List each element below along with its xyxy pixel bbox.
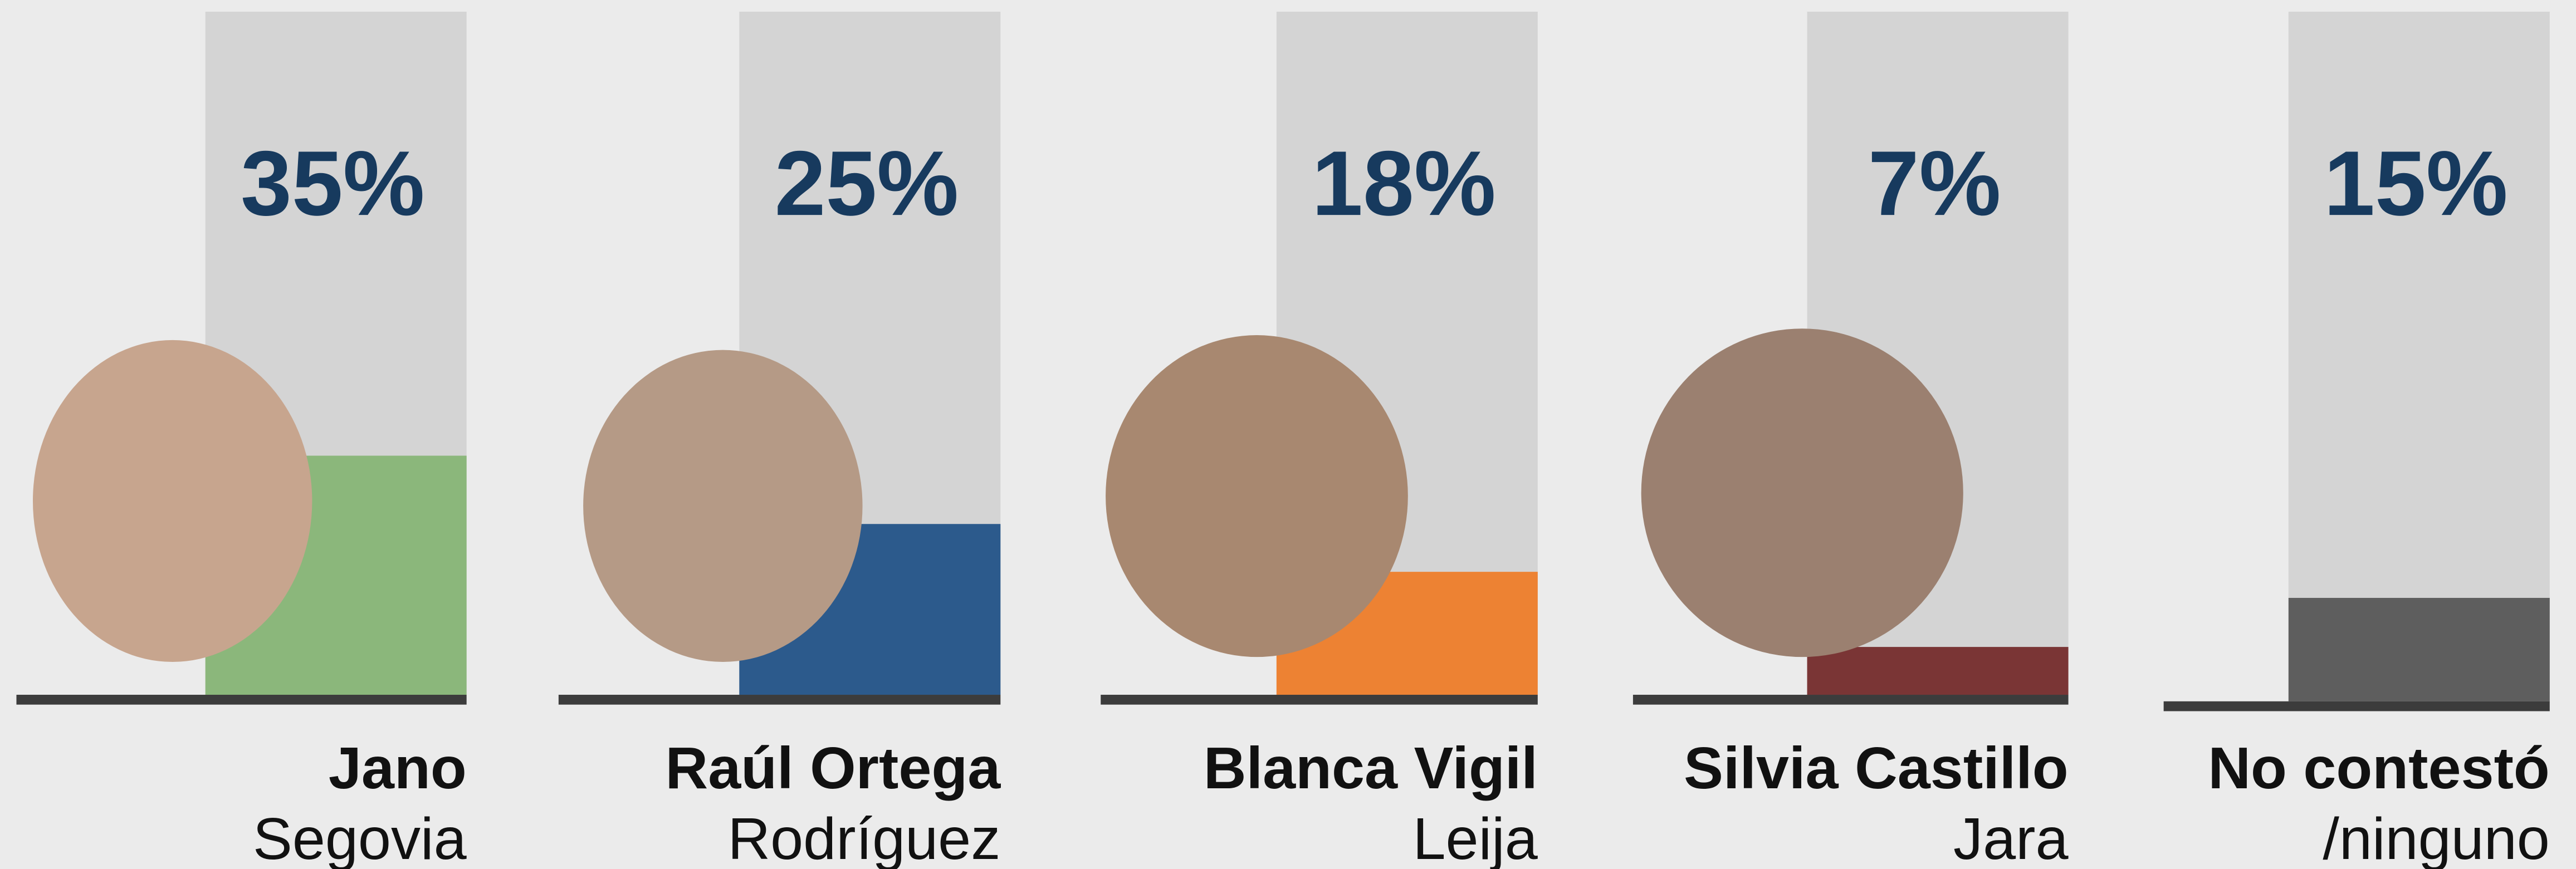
value-label: 15% bbox=[2324, 132, 2508, 235]
bar-track bbox=[2288, 11, 2550, 701]
value-label: 35% bbox=[241, 132, 425, 235]
candidate-name: Silvia Castillo bbox=[1684, 735, 2068, 801]
candidate-name: No contestó bbox=[2208, 735, 2549, 801]
candidate-surname: Segovia bbox=[253, 806, 467, 869]
baseline bbox=[16, 695, 467, 705]
baseline bbox=[558, 695, 1001, 705]
candidate-name: Blanca Vigil bbox=[1204, 735, 1538, 801]
candidate-photo bbox=[1641, 328, 1963, 657]
candidate-surname: Leija bbox=[1413, 806, 1538, 869]
value-label: 18% bbox=[1312, 132, 1496, 235]
candidate-surname: /ninguno bbox=[2323, 806, 2549, 869]
baseline bbox=[1101, 695, 1538, 705]
candidate-surname: Jara bbox=[1953, 806, 2069, 869]
candidate-photo bbox=[1106, 335, 1408, 657]
candidate-photo bbox=[583, 350, 863, 662]
bar bbox=[2288, 597, 2550, 701]
value-label: 7% bbox=[1868, 132, 2001, 235]
baseline bbox=[1632, 695, 2069, 705]
candidate-name: Jano bbox=[329, 735, 467, 801]
candidate-photo bbox=[32, 340, 312, 662]
bar bbox=[1807, 647, 2069, 695]
value-label: 25% bbox=[775, 132, 959, 235]
candidate-surname: Rodríguez bbox=[727, 806, 1000, 869]
candidate-name: Raúl Ortega bbox=[666, 735, 1001, 801]
baseline bbox=[2163, 701, 2550, 711]
photos bbox=[32, 328, 1963, 662]
